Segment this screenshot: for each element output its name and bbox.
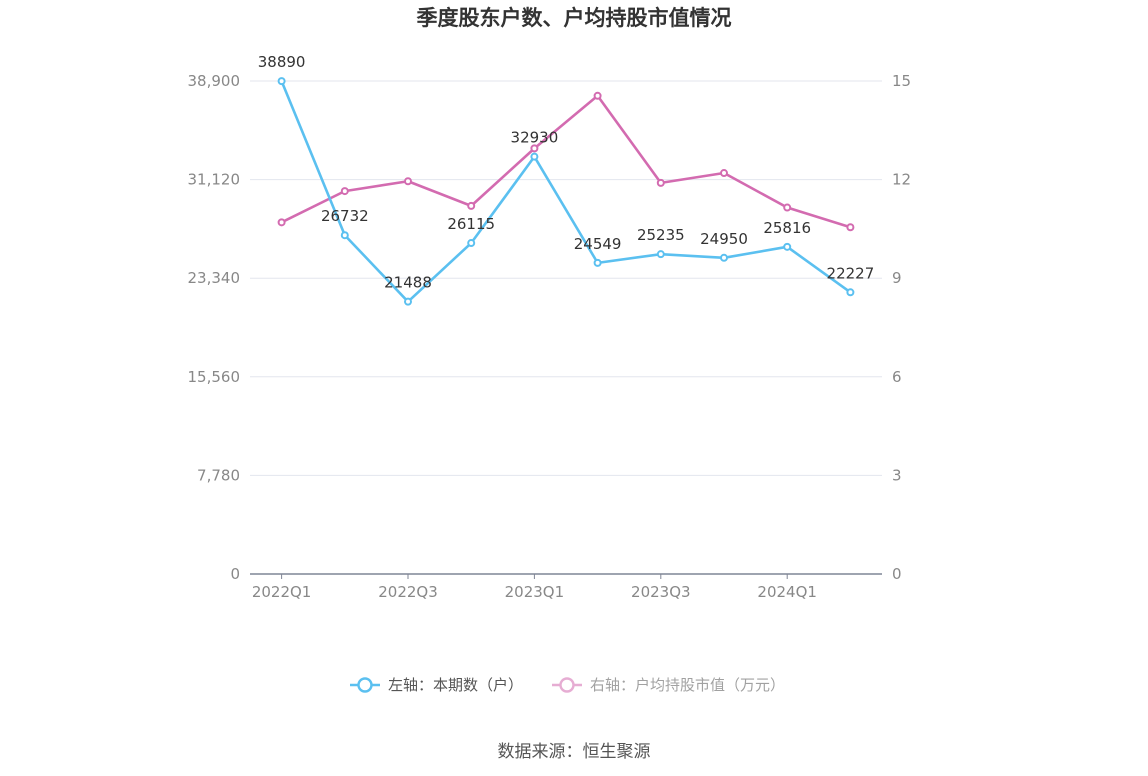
legend-item[interactable]: 右轴：户均持股市值（万元） <box>552 676 785 694</box>
chart-title: 季度股东户数、户均持股市值情况 <box>417 6 732 30</box>
left-tick-label: 7,780 <box>197 466 240 484</box>
series-layer <box>277 77 855 306</box>
data-point <box>404 297 412 306</box>
right-tick-label: 9 <box>892 269 902 287</box>
data-point <box>593 91 602 100</box>
data-label: 24950 <box>700 230 748 248</box>
data-point <box>340 187 349 196</box>
data-point <box>720 253 728 262</box>
data-label: 21488 <box>384 274 432 292</box>
data-labels: 38890 26732 21488 26115 32930 24549 25235 24950… <box>258 53 875 292</box>
legend-label: 右轴：户均持股市值（万元） <box>590 676 785 694</box>
source-note: 数据来源：恒生聚源 <box>498 742 651 762</box>
grid <box>250 80 882 476</box>
data-point <box>530 152 539 161</box>
data-point <box>846 223 855 232</box>
data-label: 24549 <box>574 235 622 253</box>
data-point <box>846 288 855 297</box>
legend-label: 左轴：本期数（户） <box>388 676 523 694</box>
data-point <box>277 218 286 227</box>
legend-marker <box>559 677 575 693</box>
left-tick-label: 23,340 <box>188 269 241 287</box>
data-label: 26732 <box>321 207 369 225</box>
data-point <box>467 201 476 210</box>
legend-marker <box>357 677 373 693</box>
data-point <box>656 178 665 187</box>
right-tick-label: 12 <box>892 171 911 189</box>
legend[interactable]: 左轴：本期数（户） 右轴：户均持股市值（万元） <box>350 676 785 694</box>
data-point <box>467 239 476 248</box>
right-tick-label: 15 <box>892 72 911 90</box>
right-axis: 0 3 6 9 12 15 <box>892 72 911 583</box>
x-tick-label: 2022Q1 <box>252 583 312 601</box>
x-tick-label: 2024Q1 <box>757 583 817 601</box>
data-label: 25816 <box>763 219 811 237</box>
data-point <box>720 169 728 178</box>
data-point <box>530 144 539 153</box>
data-point <box>783 242 792 251</box>
data-label: 32930 <box>511 129 559 147</box>
x-axis: 2022Q1 2022Q3 2023Q1 2023Q3 2024Q1 <box>250 573 882 601</box>
left-tick-label: 38,900 <box>188 72 241 90</box>
data-point <box>277 77 286 86</box>
data-label: 38890 <box>258 53 306 71</box>
series-line <box>281 94 851 229</box>
left-tick-label: 31,120 <box>188 171 241 189</box>
x-tick-label: 2023Q1 <box>505 583 565 601</box>
x-tick-label: 2022Q3 <box>378 583 438 601</box>
left-tick-label: 15,560 <box>188 368 241 386</box>
data-label: 25235 <box>637 226 685 244</box>
data-label: 26115 <box>447 215 495 233</box>
data-label: 22227 <box>827 264 875 282</box>
legend-item[interactable]: 左轴：本期数（户） <box>350 676 523 694</box>
right-tick-label: 6 <box>892 368 902 386</box>
left-tick-label: 0 <box>230 565 240 583</box>
right-tick-label: 0 <box>892 565 902 583</box>
right-tick-label: 3 <box>892 466 902 484</box>
series-line <box>280 80 852 303</box>
data-point <box>656 250 665 259</box>
data-point <box>404 177 412 186</box>
left-axis: 0 7,780 15,560 23,340 31,120 38,900 <box>188 72 241 583</box>
data-point <box>593 258 602 267</box>
data-point <box>340 231 349 240</box>
data-point <box>783 203 792 212</box>
x-tick-label: 2023Q3 <box>631 583 691 601</box>
